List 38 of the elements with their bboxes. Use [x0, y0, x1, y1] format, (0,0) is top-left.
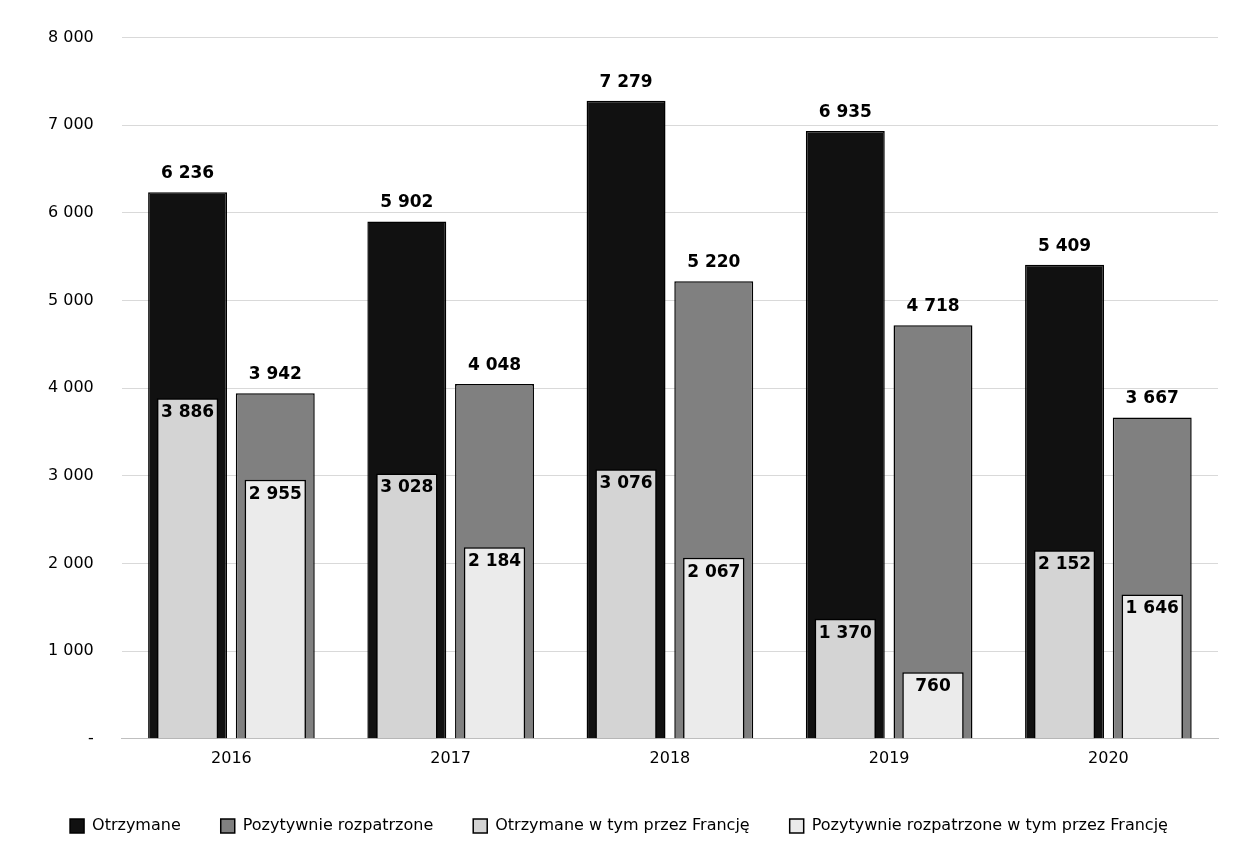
data-label: 2 152: [1037, 553, 1092, 574]
data-label: 2 955: [248, 482, 302, 503]
legend-label: Pozytywnie rozpatrzone w tym przez Francję: [811, 815, 1168, 835]
y-tick-label: 8 000: [47, 26, 94, 46]
data-label: 5 409: [1037, 234, 1092, 255]
data-label: 3 667: [1125, 387, 1179, 408]
data-label: 5 220: [687, 251, 741, 272]
data-label: 760: [915, 675, 951, 696]
data-label: 4 048: [467, 353, 522, 374]
x-tick-label: 2018: [649, 747, 691, 767]
data-label: 1 370: [818, 621, 873, 642]
data-label: 7 279: [599, 70, 653, 91]
y-tick-label: 4 000: [47, 377, 94, 397]
data-label: 4 718: [906, 295, 960, 316]
data-label: 3 886: [160, 401, 215, 422]
y-tick-label: 1 000: [47, 640, 94, 660]
x-tick-label: 2019: [868, 747, 910, 767]
legend-label: Pozytywnie rozpatrzone: [242, 815, 434, 835]
x-tick-label: 2017: [430, 747, 472, 767]
data-label: 2 067: [687, 560, 741, 581]
data-label: 3 076: [599, 472, 653, 493]
data-label: 3 942: [248, 363, 302, 384]
data-label: 5 902: [380, 191, 434, 212]
y-tick-label: 2 000: [47, 552, 94, 572]
y-tick-label: -: [88, 727, 94, 747]
y-tick-label: 5 000: [47, 289, 94, 309]
y-tick-label: 6 000: [47, 202, 94, 222]
data-label: 1 646: [1125, 597, 1179, 618]
x-tick-label: 2016: [211, 747, 252, 767]
data-label: 2 184: [467, 550, 522, 571]
y-tick-label: 3 000: [47, 465, 94, 485]
x-tick-label: 2020: [1088, 747, 1129, 767]
legend-label: Otrzymane: [92, 815, 181, 835]
data-label: 6 935: [818, 100, 872, 121]
legend-label: Otrzymane w tym przez Francję: [495, 815, 750, 835]
data-label: 6 236: [160, 162, 215, 183]
data-label: 3 028: [380, 476, 434, 497]
y-tick-label: 7 000: [47, 114, 94, 134]
